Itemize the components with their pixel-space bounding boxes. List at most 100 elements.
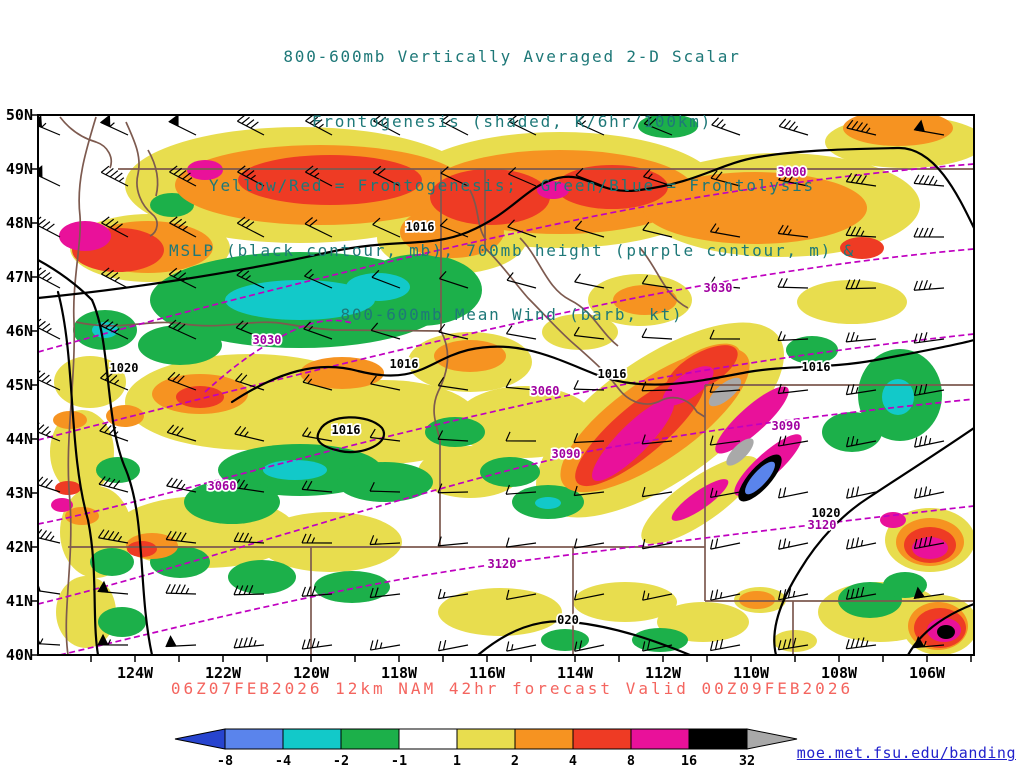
- wind-barb: [233, 585, 265, 596]
- wind-barb: [437, 376, 469, 391]
- latitude-axis: 50N 49N 48N 47N 46N 45N 44N 43N 42N 41N 40N: [6, 106, 38, 664]
- wind-barb: [777, 331, 809, 342]
- wind-barb: [508, 167, 537, 187]
- colorbar-cell: [224, 728, 284, 750]
- wind-barb: [845, 637, 877, 650]
- lat-axis-label: 50N: [6, 106, 33, 124]
- lat-axis-label: 43N: [6, 484, 33, 502]
- wind-barb: [777, 637, 809, 651]
- wind-barb: [304, 217, 333, 238]
- wind-barb: [372, 217, 401, 238]
- wind-barb: [573, 433, 605, 444]
- colorbar-cell: [398, 728, 458, 750]
- contour-label: 3090: [772, 419, 801, 433]
- wind-barb: [913, 280, 945, 291]
- lat-axis-label: 49N: [6, 160, 33, 178]
- wind-barb: [236, 216, 265, 238]
- wind-barb: [237, 165, 265, 187]
- wind-barb: [99, 423, 129, 442]
- contour-label: 1016: [598, 367, 627, 381]
- colorbar-legend: -8 -4 -2 -1 1 2 4 8 16 32: [174, 728, 798, 768]
- lon-axis-label: 124W: [117, 664, 154, 682]
- wind-barb: [642, 590, 673, 601]
- wind-barb: [439, 270, 469, 289]
- wind-barb: [97, 529, 129, 544]
- contour-label: 3030: [704, 281, 733, 295]
- lat-axis-label: 47N: [6, 268, 33, 286]
- wind-barb: [505, 325, 537, 340]
- wind-barb: [169, 165, 197, 187]
- wind-barb: [914, 435, 945, 448]
- wind-barb: [438, 323, 469, 340]
- contour-label: 1016: [406, 220, 435, 234]
- wind-barb: [305, 115, 333, 136]
- wind-barb: [38, 115, 61, 136]
- wind-barb: [237, 115, 265, 136]
- lon-axis-label: 120W: [293, 664, 330, 682]
- contour-label: 3120: [488, 557, 517, 571]
- wind-barb: [641, 381, 673, 392]
- contour-label: 1016: [332, 423, 361, 437]
- wind-barb: [845, 331, 877, 343]
- lon-axis-label: 114W: [557, 664, 594, 682]
- wind-barb: [38, 267, 61, 289]
- wind-barb: [233, 532, 265, 544]
- wind-barb: [97, 633, 129, 646]
- wind-barb: [913, 174, 945, 187]
- contour-label: 3060: [531, 384, 560, 398]
- title-line-4: MSLP (black contour, mb), 700mb height (…: [169, 240, 855, 260]
- wind-barb: [709, 487, 741, 499]
- wind-barb: [440, 115, 469, 136]
- lon-axis-label: 106W: [909, 664, 946, 682]
- website-link[interactable]: moe.met.fsu.edu/banding: [796, 744, 1016, 762]
- wind-barb: [846, 119, 877, 136]
- wind-barb: [573, 379, 605, 391]
- contour-label: 1020: [110, 361, 139, 375]
- wind-barb: [711, 117, 741, 136]
- colorbar-cell: [340, 728, 400, 750]
- wind-barb: [913, 383, 945, 397]
- wind-barb: [845, 436, 877, 448]
- wind-barb: [38, 216, 61, 238]
- wind-barb: [709, 223, 741, 238]
- frontogenesis-shading: [50, 115, 974, 655]
- wind-barb: [437, 483, 469, 494]
- colorbar-tick-label: 32: [739, 753, 755, 768]
- wind-barb: [845, 384, 877, 396]
- wind-barb: [235, 320, 265, 340]
- mslp-contour-labels: 1016 1016 1016 1016 1016 1020 1020 020: [108, 218, 842, 629]
- wind-barb: [845, 279, 877, 290]
- wind-barb: [574, 590, 605, 601]
- lon-axis-label: 112W: [645, 664, 682, 682]
- wind-barb: [573, 485, 605, 497]
- lat-axis-label: 48N: [6, 214, 33, 232]
- lat-axis-label: 40N: [6, 646, 33, 664]
- colorbar-tick-label: -2: [333, 753, 349, 768]
- wind-barb: [846, 537, 877, 550]
- wind-barb: [777, 435, 809, 447]
- wind-barb: [369, 481, 401, 493]
- wind-barb: [642, 640, 673, 652]
- wind-barb: [169, 216, 197, 238]
- wind-barb: [506, 641, 537, 652]
- wind-barb: [845, 172, 877, 187]
- wind-barb: [641, 328, 673, 340]
- wind-barb: [709, 329, 741, 340]
- colorbar-tick-label: -8: [217, 753, 233, 768]
- lat-axis-label: 46N: [6, 322, 33, 340]
- wind-barb: [369, 535, 401, 546]
- contour-label: 1020: [812, 506, 841, 520]
- wind-barb: [778, 171, 809, 187]
- colorbar-tick-label: 16: [681, 753, 697, 768]
- wind-barb: [643, 116, 673, 136]
- lon-axis-label: 110W: [733, 664, 770, 682]
- wind-barb: [642, 221, 673, 238]
- wind-barb: [505, 378, 537, 391]
- wind-barb: [913, 119, 945, 136]
- wind-barb: [709, 638, 741, 652]
- wind-barb: [97, 580, 129, 595]
- wind-barb: [370, 322, 401, 340]
- wind-barb: [505, 484, 537, 495]
- wind-barb: [167, 371, 197, 391]
- wind-barb: [100, 165, 129, 187]
